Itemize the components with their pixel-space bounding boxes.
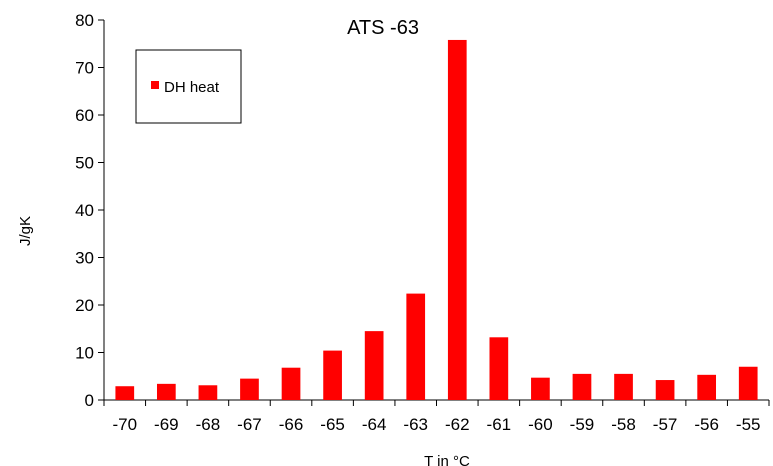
bar bbox=[531, 377, 550, 400]
x-tick-label: -64 bbox=[362, 415, 387, 434]
x-axis: -70 -69 -68 -67 -66 -65 -64 -63 -62 -61 -60 -59 -58-… bbox=[103, 399, 770, 434]
bar bbox=[447, 39, 467, 400]
y-tick-label: 30 bbox=[75, 249, 94, 268]
y-tick-label: 80 bbox=[75, 11, 94, 30]
bar bbox=[738, 366, 758, 400]
legend-label: DH heat bbox=[164, 79, 220, 96]
x-tick-label: -63 bbox=[403, 415, 428, 434]
bar bbox=[115, 386, 135, 400]
x-tick-label: -56 bbox=[694, 415, 719, 434]
y-tick-label: 10 bbox=[75, 344, 94, 363]
y-tick-label: 0 bbox=[85, 391, 94, 410]
bar bbox=[655, 380, 675, 400]
legend: DH heat bbox=[135, 49, 242, 124]
bar bbox=[406, 293, 426, 400]
chart-title: ATS -63 bbox=[347, 17, 419, 39]
bar bbox=[489, 337, 509, 400]
bar bbox=[323, 350, 342, 400]
y-tick-label: 40 bbox=[75, 201, 94, 220]
legend-swatch bbox=[151, 81, 159, 89]
y-tick-label: 70 bbox=[75, 59, 94, 78]
x-tick-label: -61 bbox=[487, 415, 512, 434]
y-axis: 0 10 20 30 40 50 60 70 80 bbox=[75, 11, 105, 410]
x-tick-label: -68 bbox=[196, 415, 221, 434]
x-tick-label: -66 bbox=[279, 415, 304, 434]
bar bbox=[614, 373, 633, 400]
bars bbox=[115, 39, 758, 400]
bar bbox=[697, 374, 717, 400]
x-tick-label: -55 bbox=[736, 415, 761, 434]
x-tick-label: -57 bbox=[653, 415, 678, 434]
x-tick-label: -60 bbox=[528, 415, 553, 434]
bar bbox=[364, 331, 384, 400]
bar bbox=[240, 378, 259, 400]
bar bbox=[572, 373, 592, 400]
x-tick-label: -70 bbox=[112, 415, 137, 434]
x-tick-label: -67 bbox=[237, 415, 262, 434]
bar bbox=[156, 383, 176, 400]
x-tick-label: -65 bbox=[320, 415, 345, 434]
bar bbox=[281, 367, 301, 400]
x-tick-label: -69 bbox=[154, 415, 179, 434]
y-tick-label: 60 bbox=[75, 106, 94, 125]
x-tick-label: -59 bbox=[570, 415, 595, 434]
bar bbox=[198, 385, 218, 400]
y-tick-label: 20 bbox=[75, 296, 94, 315]
x-tick-label: -62 bbox=[445, 415, 470, 434]
y-tick-label: 50 bbox=[75, 154, 94, 173]
x-tick-label: -58 bbox=[611, 415, 636, 434]
y-axis-label: J/gK bbox=[17, 216, 34, 246]
x-axis-label: T in °C bbox=[424, 453, 470, 466]
